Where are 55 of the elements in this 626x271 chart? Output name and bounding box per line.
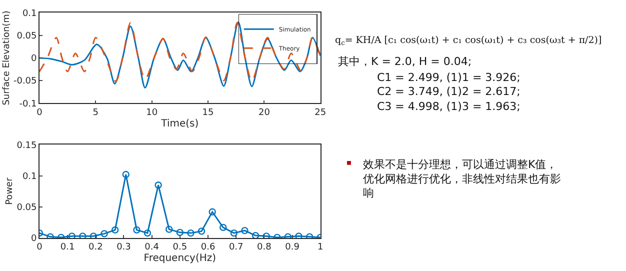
x-tick-label: 10 — [146, 108, 158, 118]
point — [220, 224, 227, 232]
point — [111, 226, 119, 234]
point — [262, 232, 270, 238]
y-tick-label: 0.1 — [22, 8, 37, 19]
x-axis-title: Frequency(Hz) — [144, 253, 216, 264]
point — [187, 229, 194, 237]
y-tick-label: 0.15 — [16, 140, 37, 151]
point — [133, 226, 140, 234]
y-tick-label: 0.05 — [16, 203, 37, 214]
x-tick-label: 0.9 — [285, 242, 300, 253]
y-tick-label: 0 — [31, 54, 38, 64]
x-tick-label: 0.3 — [116, 242, 131, 253]
point — [241, 226, 248, 234]
point — [144, 229, 152, 237]
point — [166, 226, 173, 233]
text: 效果不是十分理想，可以通过调整K值，优化网格进行优化，非线性对结果也有影响 — [363, 158, 561, 200]
y-tick-label: 0.05 — [16, 31, 37, 42]
x-tick-label: 0.7 — [228, 242, 244, 253]
x-tick-label: 0.1 — [60, 242, 75, 253]
point — [46, 233, 54, 238]
text: 其中，K = 2.0, H = 0.04; — [338, 55, 472, 68]
text: C2 = 3.749, (1)2 = 2.617; — [377, 85, 520, 98]
x-tick-label: 15 — [202, 108, 214, 118]
y-tick-label: 0.1 — [22, 172, 37, 182]
y-tick-label: 0 — [31, 234, 38, 244]
x-tick-label: 20 — [258, 108, 270, 118]
point — [100, 230, 108, 238]
x-tick-label: 1 — [318, 242, 324, 253]
x-tick-label: 0.8 — [257, 242, 272, 253]
x-axis-title: Time(s) — [160, 118, 199, 130]
point — [208, 208, 216, 216]
x-tick-label: 0.6 — [200, 242, 216, 253]
y-axis-title: Power — [5, 177, 16, 205]
y-tick-label: -0.1 — [19, 99, 37, 110]
y-tick-label: -0.05 — [13, 76, 37, 87]
x-tick-label: 25 — [314, 108, 326, 118]
point — [198, 228, 206, 235]
text: q$_{c}$= KH/A [c₁ cos(ω₁t) + c₁ cos(ω₁t) + c₃ cos(ω₃t + π/2)] — [335, 35, 602, 47]
point — [252, 232, 260, 238]
x-tick-label: 0.4 — [144, 242, 160, 253]
x-tick-label: 0.2 — [88, 242, 103, 253]
point — [90, 232, 98, 238]
point — [230, 229, 238, 237]
point — [79, 232, 86, 238]
point — [154, 181, 162, 189]
y-axis-title: Surface Elevation(m) — [2, 10, 12, 106]
point — [176, 228, 184, 236]
x-tick-label: 5 — [92, 108, 99, 118]
point — [68, 232, 76, 238]
point — [122, 170, 130, 178]
text: C1 = 2.499, (1)1 = 3.926; — [377, 71, 520, 84]
x-tick-label: 0.5 — [172, 242, 188, 253]
point — [295, 232, 302, 238]
text: C3 = 4.998, (1)3 = 1.963; — [377, 100, 520, 113]
